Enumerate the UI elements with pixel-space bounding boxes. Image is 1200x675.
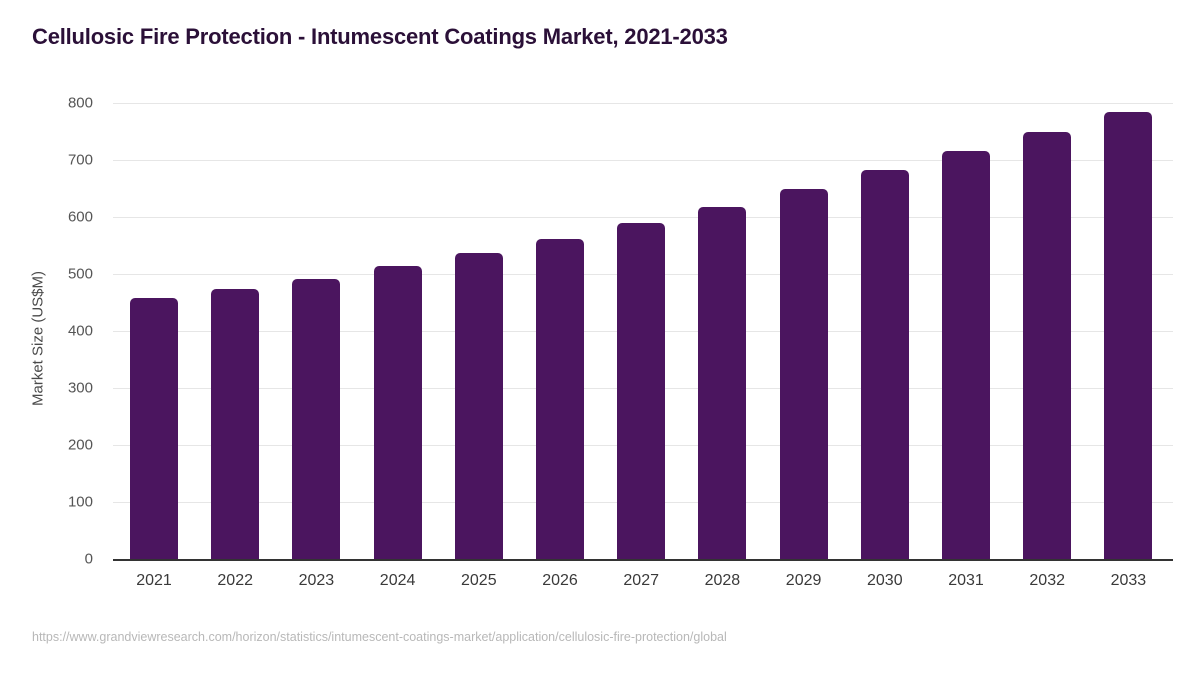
plot-area xyxy=(113,103,1173,561)
x-axis-tick-label: 2028 xyxy=(704,572,741,589)
y-axis-tick-labels: 0 100 200 300 400 500 600 700 800 xyxy=(45,95,93,568)
x-axis-tick-label: 2021 xyxy=(136,572,172,589)
x-axis-tick-labels: 2021 2022 2023 2024 2025 2026 2027 2028 2029 2030… xyxy=(113,572,1173,596)
x-axis-tick-label: 2023 xyxy=(298,572,335,589)
x-axis-tick-label: 2033 xyxy=(1110,572,1147,589)
source-url[interactable]: https://www.grandviewresearch.com/horizo… xyxy=(32,630,727,644)
bar[interactable] xyxy=(130,297,178,559)
gridline xyxy=(113,103,1173,104)
bar[interactable] xyxy=(779,189,828,559)
y-axis-tick-label: 700 xyxy=(67,151,93,169)
y-axis-tick-label: 600 xyxy=(67,208,93,226)
bar[interactable] xyxy=(698,206,747,559)
y-axis-tick-label: 300 xyxy=(67,379,93,397)
bar-series xyxy=(113,103,1173,559)
y-axis-tick-label: 800 xyxy=(67,94,93,112)
page-title: Cellulosic Fire Protection - Intumescent… xyxy=(32,24,728,49)
bar[interactable] xyxy=(1104,112,1153,559)
bar[interactable] xyxy=(536,239,584,559)
x-axis-line xyxy=(113,559,1173,561)
y-axis-tick-label: 100 xyxy=(67,493,93,511)
bar[interactable] xyxy=(860,170,909,559)
y-axis-tick-label: 500 xyxy=(67,265,93,283)
x-axis-tick-label: 2030 xyxy=(867,572,903,589)
x-axis-tick-label: 2031 xyxy=(948,572,984,589)
bar[interactable] xyxy=(617,222,666,559)
bar[interactable] xyxy=(1023,131,1072,559)
x-axis-tick-label: 2032 xyxy=(1029,572,1065,589)
x-axis-tick-label: 2026 xyxy=(542,572,578,589)
y-axis-tick-label: 200 xyxy=(67,436,93,454)
y-axis-tick-label: 0 xyxy=(84,550,93,568)
x-axis-tick-label: 2027 xyxy=(623,572,659,589)
bar[interactable] xyxy=(211,289,260,559)
y-axis-tick-label: 400 xyxy=(67,322,93,340)
gridline xyxy=(113,160,1173,161)
bar[interactable] xyxy=(373,266,422,559)
x-axis-tick-label: 2025 xyxy=(461,572,497,589)
gridline xyxy=(113,217,1173,218)
bar[interactable] xyxy=(454,252,503,559)
bar[interactable] xyxy=(942,150,990,559)
x-axis-tick-label: 2029 xyxy=(785,572,822,589)
x-axis-tick-label: 2022 xyxy=(217,572,253,589)
bar[interactable] xyxy=(292,278,341,559)
x-axis-tick-label: 2024 xyxy=(379,572,416,589)
y-axis-title: Market Size (US$M) xyxy=(29,270,47,407)
